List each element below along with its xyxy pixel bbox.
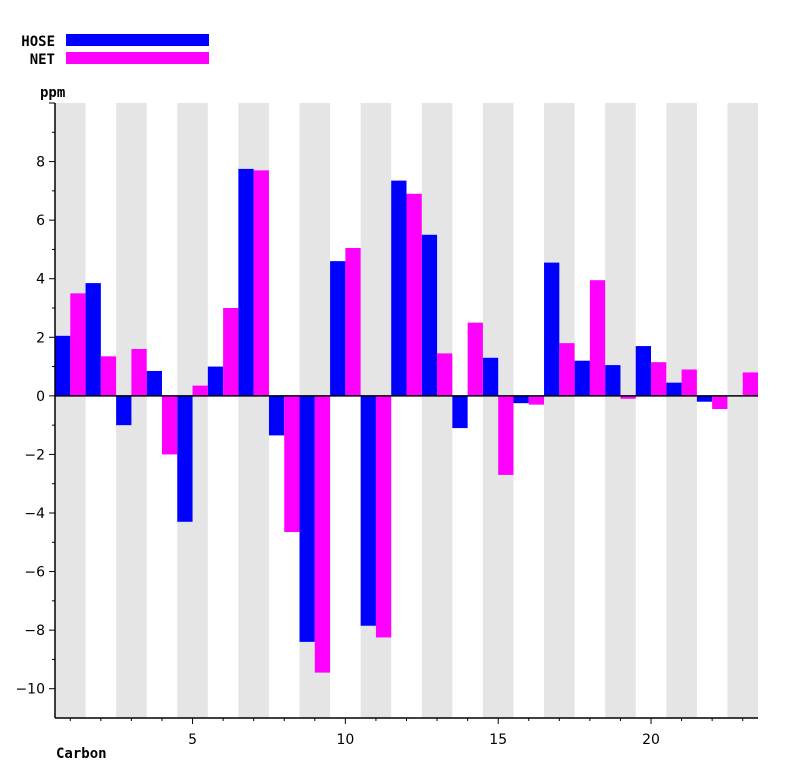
legend-label-net: NET — [30, 52, 55, 68]
y-tick-label: 2 — [36, 330, 45, 346]
y-axis-title: ppm — [40, 85, 65, 101]
bar-hose-carbon-22 — [696, 395, 713, 402]
y-tick-label: 0 — [36, 389, 45, 405]
band-carbon-1 — [55, 103, 86, 718]
bar-hose-carbon-4 — [146, 370, 162, 396]
bar-hose-carbon-17 — [544, 262, 560, 396]
y-ticks: −10 −8 −6 −4 −2 0 2 4 6 8 — [15, 102, 55, 698]
bar-hose-carbon-6 — [207, 366, 224, 396]
bar-hose-carbon-13 — [421, 234, 438, 396]
bars — [55, 168, 758, 673]
bar-hose-carbon-18 — [574, 360, 590, 396]
bar-net-carbon-6 — [223, 308, 239, 396]
y-tick-label: −4 — [24, 506, 45, 522]
bar-net-carbon-10 — [345, 247, 361, 396]
bar-hose-carbon-15 — [482, 357, 499, 396]
legend-swatch-hose — [66, 34, 209, 46]
bar-hose-carbon-16 — [513, 395, 529, 404]
bar-hose-carbon-5 — [177, 395, 193, 522]
y-tick-label: 6 — [36, 213, 45, 229]
bar-net-carbon-18 — [589, 280, 606, 396]
y-tick-label: 8 — [36, 155, 45, 171]
x-axis-title: Carbon — [56, 746, 107, 762]
bar-hose-carbon-3 — [116, 395, 132, 426]
x-ticks: 5 10 15 20 — [69, 718, 744, 748]
bar-net-carbon-11 — [375, 395, 392, 638]
y-tick-label: −8 — [24, 623, 45, 639]
bar-hose-carbon-20 — [635, 346, 652, 396]
bar-hose-carbon-12 — [391, 180, 407, 396]
bar-net-carbon-22 — [712, 395, 728, 410]
bar-hose-carbon-11 — [360, 395, 376, 626]
bar-net-carbon-23 — [742, 372, 758, 396]
x-tick-label: 20 — [642, 732, 660, 748]
band-carbon-21 — [666, 103, 697, 718]
bar-hose-carbon-8 — [268, 395, 285, 436]
band-carbon-19 — [605, 103, 636, 718]
bar-net-carbon-2 — [100, 356, 117, 396]
bar-hose-carbon-14 — [452, 395, 468, 429]
band-carbon-13 — [421, 103, 453, 718]
legend: HOSE NET — [21, 34, 209, 68]
bar-net-carbon-19 — [620, 395, 636, 399]
y-tick-label: −6 — [24, 565, 45, 581]
bar-hose-carbon-19 — [605, 365, 621, 396]
y-tick-label: −10 — [15, 682, 45, 698]
bar-net-carbon-4 — [161, 395, 178, 455]
band-carbon-17 — [544, 103, 575, 718]
bar-hose-carbon-10 — [330, 261, 346, 396]
bar-net-carbon-9 — [314, 395, 331, 673]
x-tick-label: 10 — [336, 732, 354, 748]
bar-net-carbon-16 — [528, 395, 545, 405]
bar-net-carbon-13 — [437, 353, 453, 396]
bar-net-carbon-14 — [467, 322, 483, 396]
x-tick-label: 15 — [489, 732, 507, 748]
bar-net-carbon-7 — [253, 170, 269, 396]
legend-swatch-net — [66, 52, 209, 64]
y-tick-label: 4 — [36, 272, 45, 288]
bar-hose-carbon-21 — [666, 382, 682, 396]
bar-net-carbon-5 — [192, 385, 208, 396]
bar-hose-carbon-1 — [55, 335, 71, 396]
legend-label-hose: HOSE — [21, 34, 55, 50]
bar-net-carbon-1 — [70, 293, 86, 396]
y-tick-label: −2 — [24, 447, 45, 463]
bar-hose-carbon-2 — [85, 283, 101, 396]
band-carbon-23 — [727, 103, 758, 718]
bar-net-carbon-17 — [559, 343, 575, 396]
bar-net-carbon-3 — [131, 349, 147, 396]
bar-net-carbon-20 — [651, 362, 667, 396]
bar-hose-carbon-9 — [299, 395, 315, 642]
bar-hose-carbon-7 — [238, 168, 254, 396]
x-tick-label: 5 — [188, 732, 197, 748]
bar-net-carbon-8 — [284, 395, 300, 533]
bar-net-carbon-12 — [406, 193, 422, 396]
bar-net-carbon-21 — [681, 369, 697, 396]
bar-net-carbon-15 — [498, 395, 514, 475]
